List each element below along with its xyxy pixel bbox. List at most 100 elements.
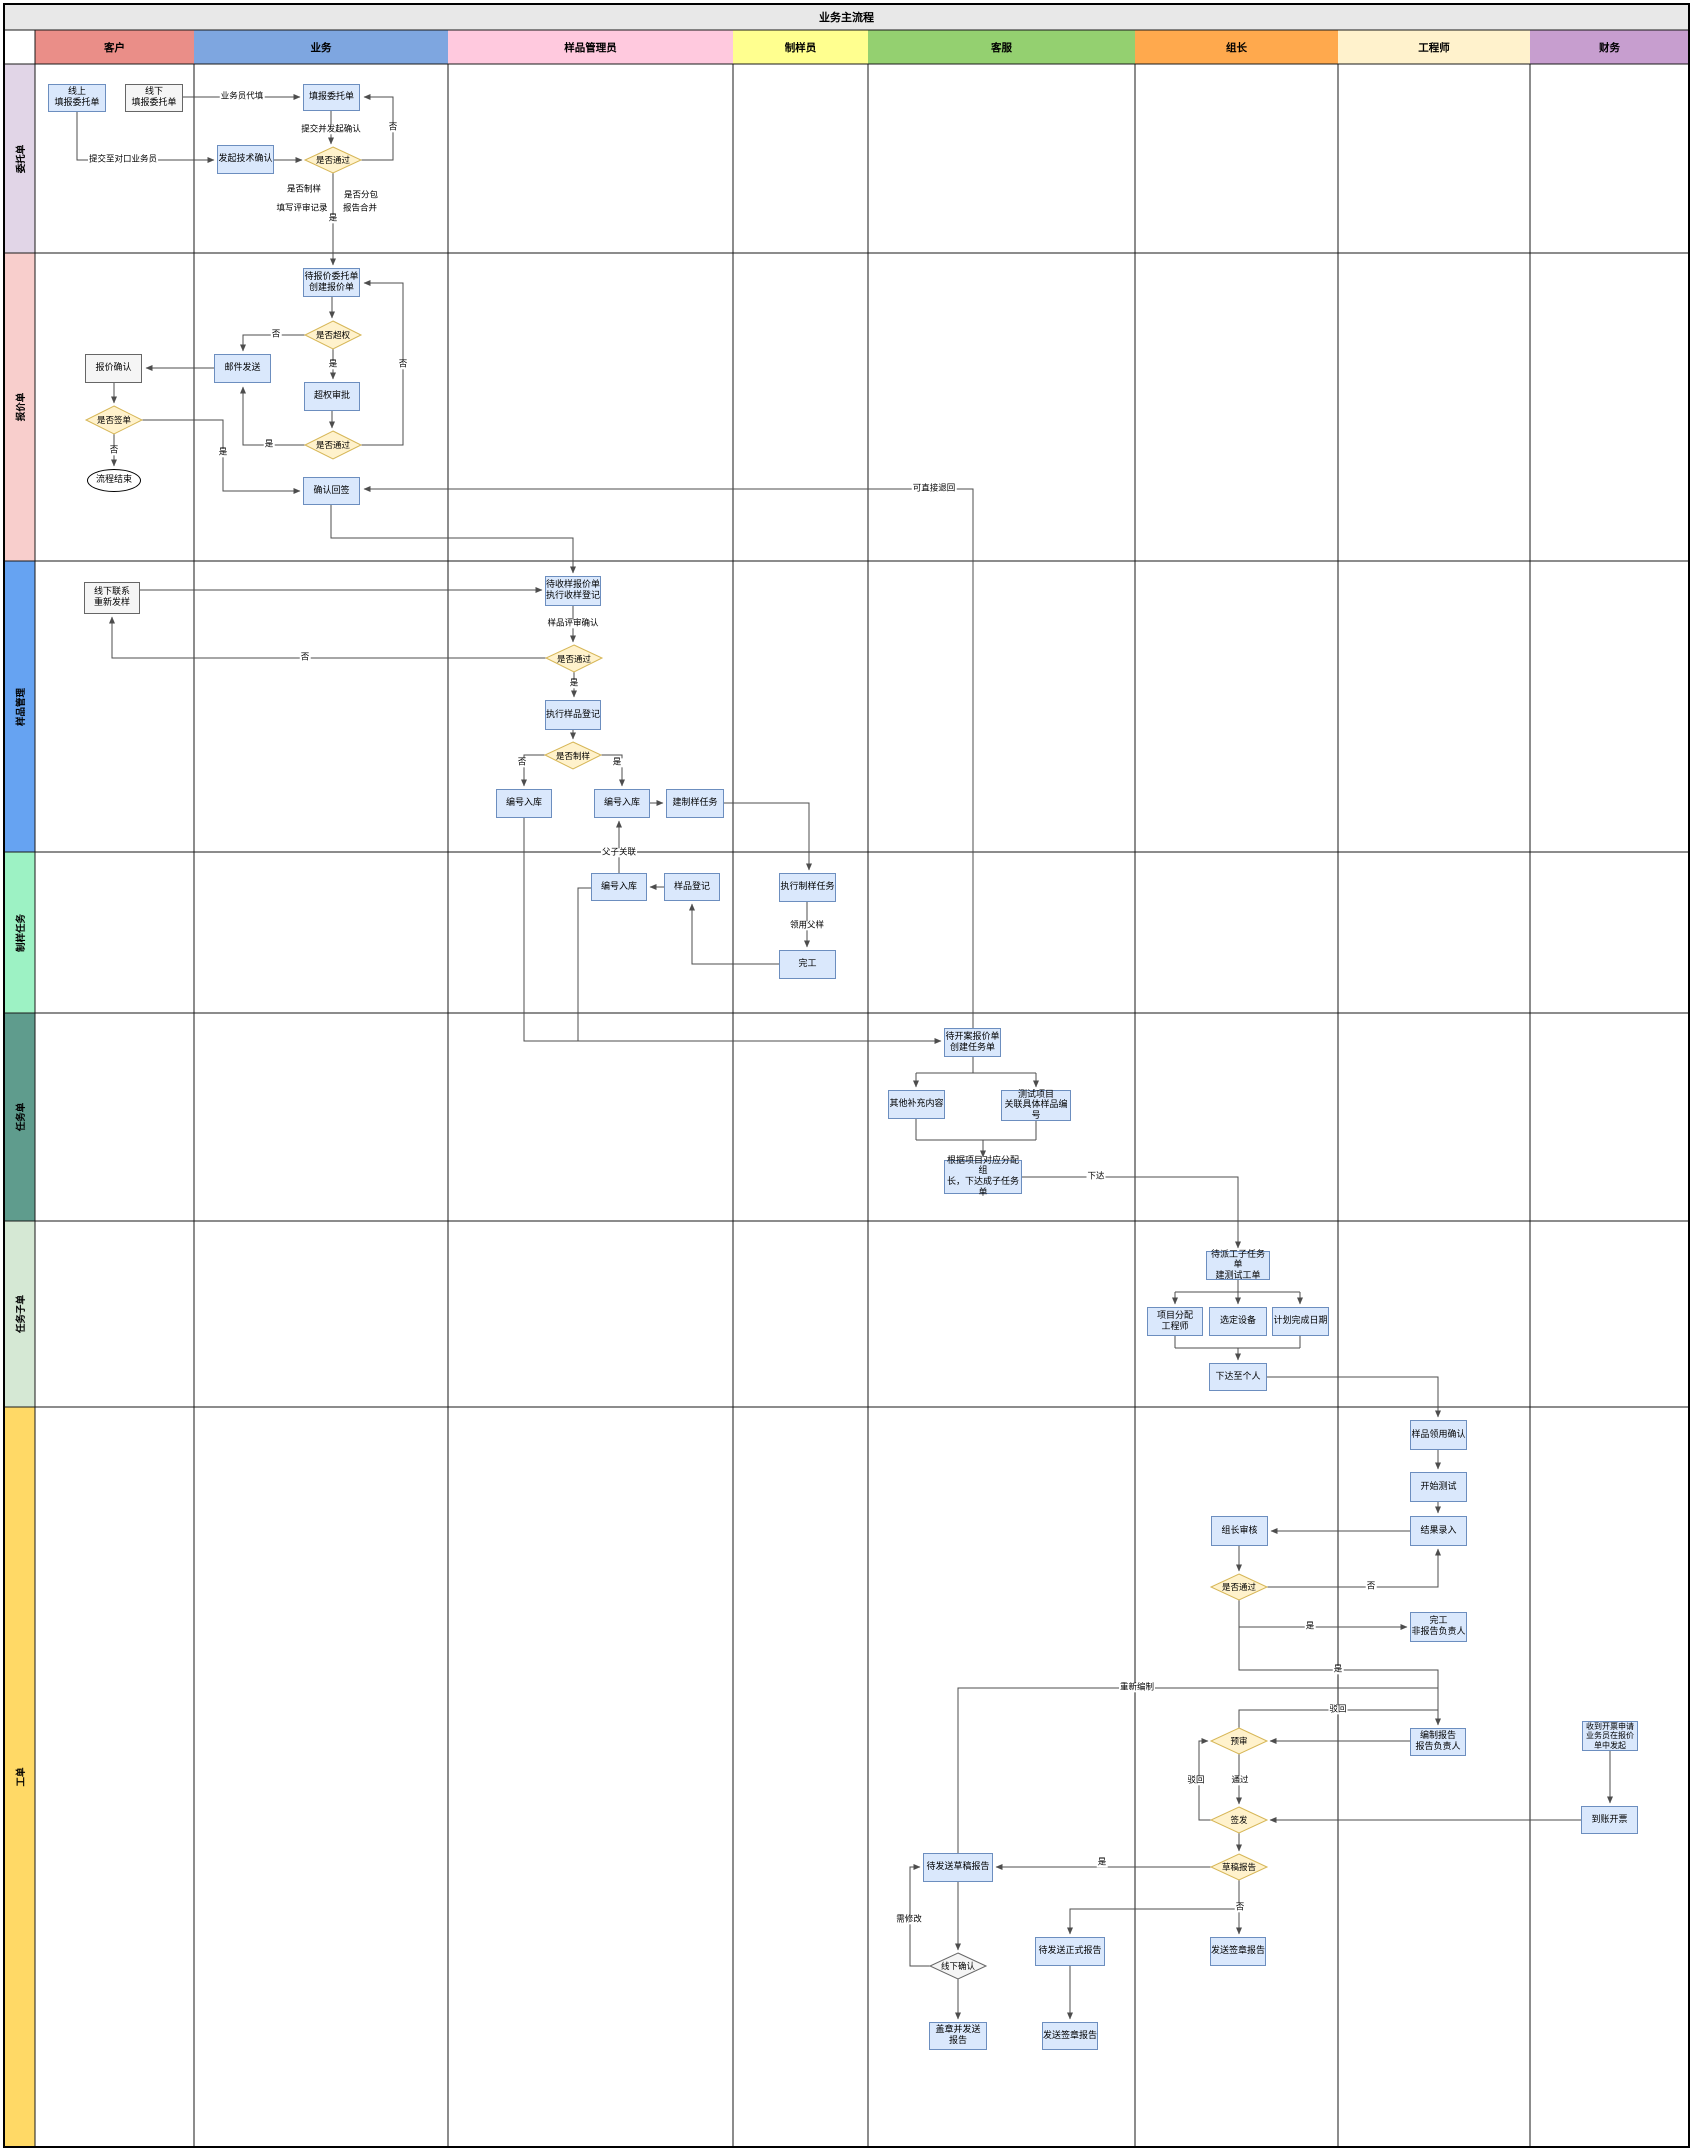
- diagram-title: 业务主流程: [4, 4, 1689, 30]
- edge-label-collect-parent: 领用父样: [788, 920, 826, 931]
- decision-issue: [1209, 1806, 1269, 1834]
- node-sample-reg2: 样品登记: [664, 873, 720, 901]
- node-quote-confirm: 报价确认: [85, 354, 142, 383]
- column-header-sample-maker: 制样员: [733, 30, 868, 64]
- column-header-sample-admin: 样品管理员: [448, 30, 733, 64]
- edge-label-yes5: 是: [568, 678, 580, 689]
- node-result-entry: 结果录入: [1410, 1516, 1467, 1546]
- node-sign-back: 确认回签: [303, 477, 360, 505]
- edge-label-yes9: 是: [1096, 1857, 1108, 1868]
- node-to-person: 下达至个人: [1209, 1363, 1267, 1391]
- node-draft-wait: 待发送草稿报告: [923, 1853, 993, 1882]
- node-send-sign-bottom: 发送签章报告: [1042, 2022, 1098, 2050]
- edge-label-make-q: 是否制样: [285, 184, 323, 195]
- node-online-fill: 线上 填报委托单: [48, 84, 106, 112]
- edge-label-bohui1: 驳回: [1328, 1704, 1348, 1715]
- decision-offline-confirm: [928, 1952, 988, 1980]
- node-leader-review: 组长审核: [1211, 1516, 1268, 1546]
- node-proj-assign: 项目分配 工程师: [1147, 1307, 1203, 1336]
- node-sample-reg: 执行样品登记: [545, 700, 601, 730]
- edge-label-no8: 否: [1234, 1902, 1246, 1913]
- edge-label-submit-confirm: 提交并发起确认: [300, 124, 362, 135]
- node-assign-leader: 根据项目对应分配组 长，下达成子任务单: [944, 1156, 1022, 1198]
- node-over-auth-approve: 超权审批: [304, 382, 360, 411]
- column-header-team-leader: 组长: [1135, 30, 1338, 64]
- column-header-customer: 客户: [35, 30, 194, 64]
- edge-label-no2: 否: [270, 329, 282, 340]
- node-dispatch: 待派工子任务单 建测试工单: [1206, 1250, 1270, 1281]
- decision-diamonds: [84, 146, 1269, 1980]
- column-header-business: 业务: [194, 30, 448, 64]
- node-report: 编制报告 报告负责人: [1410, 1728, 1466, 1756]
- flow-edges: [76, 94, 1613, 2020]
- edge-label-submit-to: 提交至对口业务员: [87, 154, 159, 165]
- edge-label-yes2: 是: [327, 359, 339, 370]
- node-make-done: 完工: [779, 950, 836, 979]
- edge-label-yes7: 是: [1304, 1621, 1316, 1632]
- edge-label-no4: 否: [108, 445, 120, 456]
- node-test-items: 测试项目 关联具体样品编号: [1001, 1090, 1071, 1121]
- node-exec-make-task: 执行制样任务: [779, 873, 836, 902]
- node-select-equip: 选定设备: [1209, 1307, 1267, 1336]
- column-header-engineer: 工程师: [1338, 30, 1530, 64]
- edge-label-no6: 否: [516, 757, 528, 768]
- edge-label-bohui2: 驳回: [1186, 1775, 1206, 1786]
- node-tech-confirm: 发起技术确认: [217, 145, 274, 174]
- node-receive-reg: 待收样报价单 执行收样登记: [545, 576, 601, 606]
- edge-label-yes1: 是: [327, 213, 339, 224]
- decision-draft-report: [1209, 1853, 1269, 1881]
- edge-label-no7: 否: [1365, 1581, 1377, 1592]
- lane-strip-quotation: 报价单: [4, 253, 35, 561]
- edge-label-tongguo: 通过: [1230, 1775, 1250, 1786]
- node-email-send: 邮件发送: [214, 354, 271, 383]
- edge-label-no5: 否: [299, 652, 311, 663]
- decision-pass4: [1209, 1573, 1269, 1601]
- decision-sign-order: [84, 405, 144, 435]
- node-formal-wait: 待发送正式报告: [1035, 1937, 1105, 1966]
- node-plan-date: 计划完成日期: [1272, 1307, 1329, 1336]
- node-stamp-send: 盖章并发送 报告: [929, 2022, 987, 2050]
- node-invoice: 到账开票: [1581, 1806, 1638, 1834]
- decision-pass1: [303, 146, 363, 174]
- edge-label-subcontract: 是否分包: [342, 190, 380, 201]
- lane-strip-sample-mgmt: 样品管理: [4, 561, 35, 852]
- column-header-finance: 财务: [1530, 30, 1689, 64]
- edge-label-xiada: 下达: [1086, 1171, 1106, 1182]
- edge-label-review-record: 填写评审记录: [275, 203, 329, 214]
- node-send-sign-right: 发送签章报告: [1210, 1937, 1266, 1966]
- node-offline-fill: 线下 填报委托单: [125, 84, 183, 112]
- lane-strip-task-order: 任务单: [4, 1013, 35, 1221]
- edge-label-report-merge: 报告合并: [341, 203, 379, 214]
- node-other-content: 其他补充内容: [888, 1090, 945, 1119]
- decision-pass2: [303, 430, 363, 460]
- edge-label-rework: 重新编制: [1118, 1682, 1156, 1693]
- lane-strip-sub-task: 任务子单: [4, 1221, 35, 1407]
- decision-over-auth: [303, 320, 363, 350]
- decision-make-sample: [543, 741, 603, 770]
- node-fill-form: 填报委托单: [303, 84, 360, 111]
- node-start-test: 开始测试: [1410, 1472, 1467, 1502]
- edge-label-yes6: 是: [611, 757, 623, 768]
- edge-label-sample-review: 样品评审确认: [546, 618, 600, 629]
- edge-label-yes4: 是: [217, 447, 229, 458]
- node-open-case: 待开案报价单 创建任务单: [944, 1028, 1001, 1057]
- lane-strip-work-order: 工单: [4, 1407, 35, 2147]
- edge-label-yes3: 是: [263, 439, 275, 450]
- lane-strip-commission: 委托单: [4, 64, 35, 253]
- node-process-end: 流程结束: [87, 469, 141, 492]
- node-sample-use: 样品领用确认: [1410, 1420, 1467, 1450]
- node-create-make-task: 建制样任务: [666, 789, 724, 818]
- node-store-no: 编号入库: [496, 789, 552, 818]
- decision-preview: [1209, 1727, 1269, 1755]
- node-quote-create: 待报价委托单 创建报价单: [303, 268, 360, 297]
- node-resend: 线下联系 重新发样: [84, 582, 140, 614]
- node-work-done: 完工 非报告负责人: [1410, 1612, 1467, 1642]
- edge-label-yes8: 是: [1332, 1664, 1344, 1675]
- swimlane-grid: [3, 3, 1690, 2148]
- edge-label-need-fix: 需修改: [895, 1914, 923, 1925]
- node-store-yes: 编号入库: [594, 789, 650, 818]
- edge-label-no3: 否: [397, 359, 409, 370]
- node-store-child: 编号入库: [591, 873, 647, 901]
